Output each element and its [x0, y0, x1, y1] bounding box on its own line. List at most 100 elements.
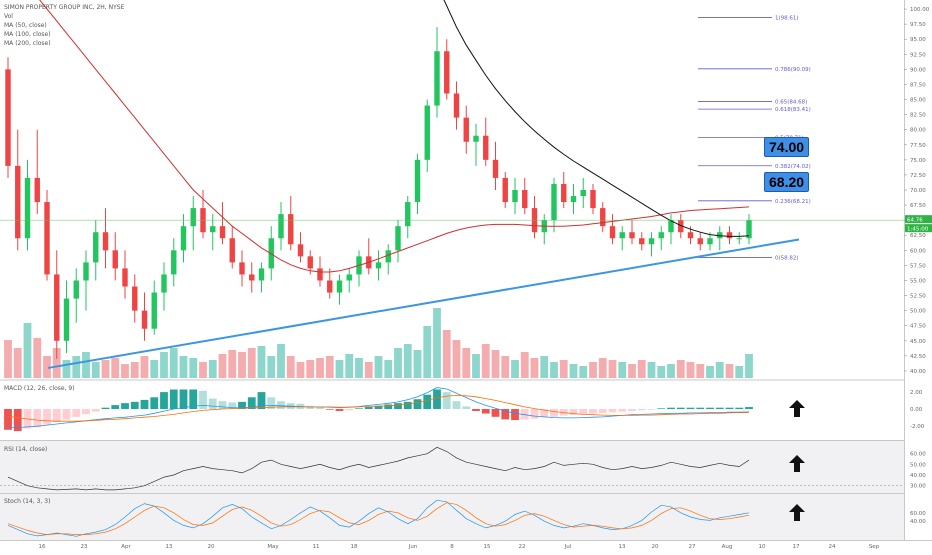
volume-bar — [374, 356, 383, 378]
fib-level-label: 0.382(74.02) — [775, 164, 811, 170]
candle-body — [73, 280, 79, 299]
volume-bar — [511, 360, 519, 378]
volume-bar — [121, 364, 129, 378]
volume-legend[interactable]: Vol — [4, 13, 13, 20]
macd-histogram-bar — [647, 409, 656, 410]
candle-body — [580, 190, 586, 197]
fib-level-label: 0.786(90.09) — [775, 67, 811, 73]
volume-bar — [559, 360, 568, 378]
macd-title[interactable]: MACD (12, 26, close, 9) — [4, 385, 75, 392]
price-tick-label: 87.50 — [910, 82, 926, 88]
macd-histogram-bar — [101, 407, 110, 409]
volume-bar — [208, 360, 217, 378]
macd-histogram-bar — [189, 389, 198, 409]
macd-histogram-bar — [121, 403, 129, 409]
candle-body — [668, 220, 674, 233]
macd-histogram-bar — [696, 407, 705, 409]
ma100-legend[interactable]: MA (100, close) — [4, 31, 51, 38]
price-tick-label: 92.50 — [910, 52, 926, 58]
macd-histogram-bar — [589, 409, 597, 414]
ma200-legend[interactable]: MA (200, close) — [4, 40, 51, 47]
callout-68-20[interactable]: 68.20 — [764, 172, 810, 192]
volume-bar — [403, 344, 412, 378]
ma50-legend[interactable]: MA (50, close) — [4, 22, 47, 29]
volume-bar — [667, 364, 675, 378]
macd-histogram-bar — [628, 409, 636, 411]
price-tick-label: 82.50 — [910, 113, 926, 119]
candle-body — [83, 262, 89, 281]
volume-bar — [647, 362, 656, 378]
stoch-title[interactable]: Stoch (14, 3, 3) — [4, 498, 51, 505]
candle-body — [522, 190, 528, 209]
callout-74[interactable]: 74.00 — [764, 137, 810, 157]
time-tick-label: 15 — [484, 544, 491, 550]
price-tick-label: 67.50 — [910, 203, 926, 209]
macd-histogram-bar — [501, 409, 510, 420]
trend-line[interactable] — [47, 238, 800, 369]
macd-histogram-bar — [598, 409, 607, 413]
macd-histogram-bar — [355, 408, 363, 409]
volume-bar — [82, 352, 90, 378]
price-tick-label: 55.00 — [910, 278, 926, 284]
candle-body — [590, 190, 596, 209]
volume-bar — [520, 352, 529, 378]
fib-level-label: 0(58.82) — [775, 255, 799, 261]
volume-bar — [530, 358, 539, 378]
macd-histogram-bar — [208, 398, 217, 409]
candle-body — [239, 262, 245, 275]
macd-histogram-bar — [735, 407, 744, 409]
candle-body — [502, 177, 508, 203]
volume-bar — [364, 362, 373, 378]
macd-histogram-bar — [238, 401, 246, 409]
macd-histogram-bar — [384, 404, 393, 409]
price-tick-label: 70.00 — [910, 188, 926, 194]
price-axis: 100.00 97.50 95.00 92.50 90.00 87.50 85.00 82.5… — [904, 7, 930, 375]
volume-bar — [745, 354, 753, 378]
candle-body — [658, 232, 664, 239]
macd-histogram-bar — [257, 392, 266, 409]
candle-body — [249, 274, 255, 281]
candle-body — [102, 232, 109, 251]
candle-body — [288, 214, 294, 245]
volume-bar — [413, 350, 422, 378]
symbol-title[interactable]: SIMON PROPERTY GROUP INC, 2H, NYSE — [4, 4, 125, 11]
time-tick-label: 8 — [450, 544, 454, 550]
time-axis: 16 23 Apr 13 20 May 11 18 Jun 8 15 22 Jul 13 20 27 Aug 10… — [39, 544, 880, 550]
time-tick-label: 24 — [829, 544, 836, 550]
rsi-tick-label: 50.00 — [910, 462, 926, 468]
macd-histogram-bar — [345, 409, 354, 411]
time-tick-label: May — [267, 544, 279, 550]
macd-histogram-bar — [374, 405, 383, 409]
macd-histogram-bar — [160, 392, 168, 409]
volume-bar — [306, 360, 315, 378]
macd-histogram-bar — [4, 409, 12, 430]
ma-black-line — [443, 0, 750, 237]
macd-histogram-bar — [520, 409, 529, 420]
candle-body — [180, 226, 187, 251]
candle-body — [15, 165, 21, 239]
price-tick-label: 100.00 — [910, 7, 930, 13]
volume-bars — [4, 308, 753, 378]
candle-body — [707, 238, 713, 245]
time-tick-label: Apr — [121, 544, 131, 550]
volume-bar — [686, 362, 695, 378]
candle-body — [453, 93, 460, 118]
price-tick-label: 52.50 — [910, 294, 926, 300]
time-tick-label: 13 — [166, 544, 173, 550]
candle-body — [297, 244, 304, 257]
rsi-title[interactable]: RSI (14, close) — [4, 446, 48, 453]
time-tick-label: 10 — [759, 544, 766, 550]
macd-signal-line — [7, 394, 749, 422]
volume-bar — [394, 348, 402, 378]
candle-body — [161, 274, 167, 293]
macd-tick-label: 0.00 — [910, 407, 923, 413]
volume-bar — [540, 356, 549, 378]
macd-histogram-bar — [306, 405, 315, 409]
candle-body — [385, 250, 391, 263]
fib-level-label: 1(98.61) — [775, 15, 799, 21]
volume-bar — [345, 354, 354, 378]
macd-histogram-bar — [725, 407, 734, 409]
macd-histogram-bar — [452, 401, 461, 409]
